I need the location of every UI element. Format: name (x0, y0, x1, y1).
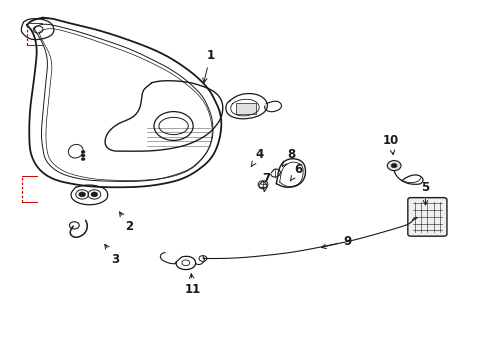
Text: 2: 2 (119, 212, 133, 233)
Text: 3: 3 (104, 244, 119, 266)
Text: 7: 7 (262, 172, 270, 192)
Text: 8: 8 (282, 148, 294, 166)
Circle shape (390, 163, 396, 168)
FancyBboxPatch shape (407, 198, 446, 236)
Circle shape (386, 161, 400, 171)
Text: 10: 10 (382, 134, 399, 154)
Text: 4: 4 (251, 148, 263, 166)
Bar (236, 103, 255, 114)
Text: 5: 5 (421, 181, 428, 205)
Circle shape (79, 192, 85, 197)
Circle shape (81, 150, 85, 153)
Circle shape (81, 154, 85, 157)
Text: 9: 9 (321, 235, 350, 248)
Circle shape (81, 158, 85, 161)
Circle shape (91, 192, 98, 197)
Text: 1: 1 (203, 49, 214, 83)
Text: 11: 11 (184, 274, 201, 296)
Text: 6: 6 (290, 163, 302, 181)
